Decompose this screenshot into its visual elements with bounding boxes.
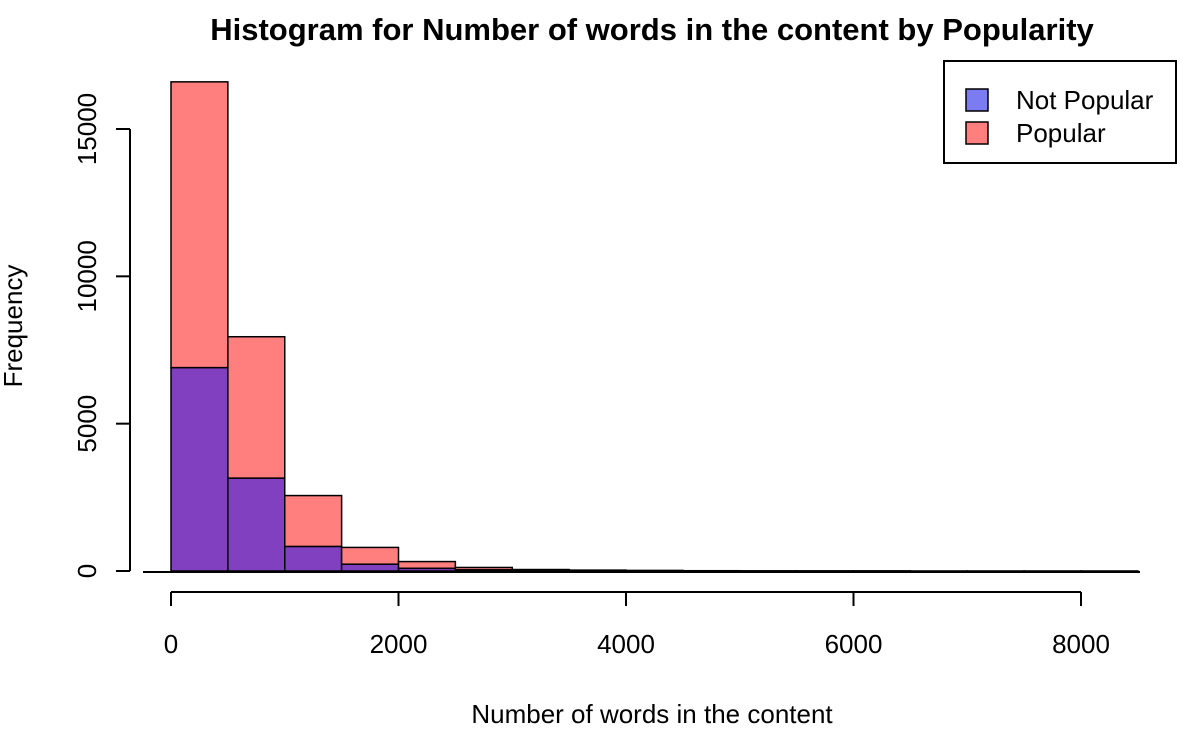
y-tick-label-10000: 10000 [72,240,102,312]
bar-popular-0 [170,81,229,369]
x-tick-label-4000: 4000 [597,629,655,659]
bar-not-popular-4 [397,567,457,572]
x-tick-label-6000: 6000 [825,629,883,659]
chart-title: Histogram for Number of words in the con… [210,12,1094,47]
bar-not-popular-1 [227,477,286,572]
bar-not-popular-0 [170,366,229,572]
legend-label-popular: Popular [1016,118,1106,148]
y-axis: 0 5000 10000 15000 [72,93,131,578]
legend-swatch-not-popular [965,88,989,112]
bar-popular-3 [340,546,400,565]
x-tick-label-2000: 2000 [370,629,428,659]
bar-not-popular-3 [340,563,400,572]
y-tick-label-15000: 15000 [72,93,102,165]
x-tick-label-8000: 8000 [1052,629,1110,659]
x-axis-title: Number of words in the content [471,699,833,729]
bars-group [170,81,1139,572]
bar-not-popular-2 [284,545,343,572]
legend-box [943,60,1177,164]
legend-swatch-popular [965,121,989,145]
bar-popular-2 [284,494,343,548]
y-axis-title: Frequency [0,265,28,388]
x-tick-label-0: 0 [164,629,178,659]
bar-popular-4 [397,560,457,570]
bar-not-popular-5 [454,569,513,572]
legend-label-not-popular: Not Popular [1016,85,1154,115]
y-tick-label-5000: 5000 [72,395,102,453]
y-tick-label-0: 0 [72,564,102,578]
x-axis: 0 2000 4000 6000 8000 [164,591,1110,659]
bar-popular-1 [227,335,286,479]
legend: Not Popular Popular [943,60,1177,164]
